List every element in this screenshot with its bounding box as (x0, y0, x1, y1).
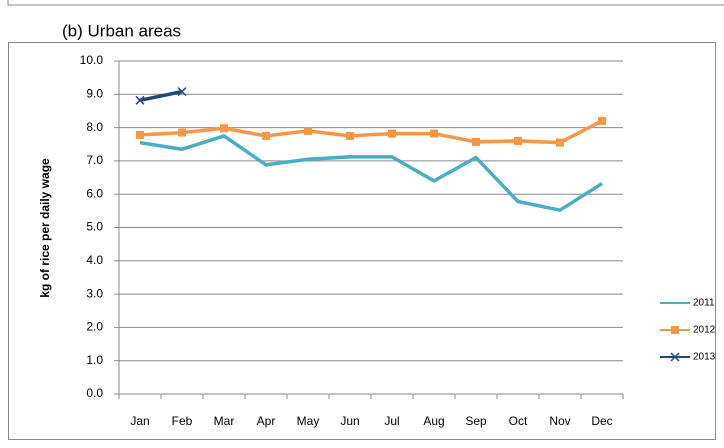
chart-frame (8, 42, 716, 440)
x-tick-label: Nov (549, 414, 570, 428)
y-tick-label: 3.0 (86, 286, 103, 300)
data-point (177, 87, 187, 97)
data-point (430, 129, 438, 138)
x-tick-label: Sep (465, 414, 487, 428)
legend-marker (670, 352, 680, 362)
legend-label: 2011 (693, 298, 715, 309)
y-tick-label: 0.0 (86, 386, 103, 400)
y-tick-label: 1.0 (86, 353, 103, 367)
legend-marker (671, 326, 679, 334)
series-line (139, 119, 603, 145)
data-point (262, 131, 270, 140)
x-tick-label: Jul (384, 414, 399, 428)
data-point (598, 116, 606, 125)
y-tick-label: 4.0 (86, 253, 103, 267)
y-tick-label: 6.0 (86, 186, 103, 200)
x-tick-label: Jun (340, 414, 359, 428)
x-tick-label: Dec (591, 414, 612, 428)
x-tick-label: Aug (423, 414, 444, 428)
data-point (556, 138, 564, 147)
x-tick-label: Apr (257, 414, 276, 428)
data-point (472, 137, 480, 146)
x-tick-label: May (297, 414, 320, 428)
data-point (514, 136, 522, 145)
data-point (304, 126, 312, 135)
legend-label: 2013 (693, 352, 716, 363)
y-tick-label: 7.0 (86, 153, 103, 167)
legend-label: 2012 (693, 325, 716, 336)
x-tick-label: Mar (214, 414, 235, 428)
upper-frame (7, 0, 724, 6)
y-tick-label: 9.0 (86, 86, 103, 100)
data-point (178, 128, 186, 137)
series-line (139, 134, 603, 212)
y-tick-label: 2.0 (86, 320, 103, 334)
y-tick-label: 10.0 (80, 53, 104, 67)
y-tick-label: 5.0 (86, 220, 103, 234)
series-line (139, 89, 183, 103)
x-tick-label: Jan (130, 414, 149, 428)
data-point (220, 124, 228, 133)
x-tick-label: Feb (172, 414, 193, 428)
data-point (388, 129, 396, 138)
data-point (136, 130, 144, 139)
data-point (346, 131, 354, 140)
data-point (135, 95, 145, 105)
y-tick-label: 8.0 (86, 120, 103, 134)
chart-title: (b) Urban areas (62, 21, 181, 40)
y-axis-label: kg of rice per daily wage (38, 158, 52, 298)
x-tick-label: Oct (509, 414, 528, 428)
